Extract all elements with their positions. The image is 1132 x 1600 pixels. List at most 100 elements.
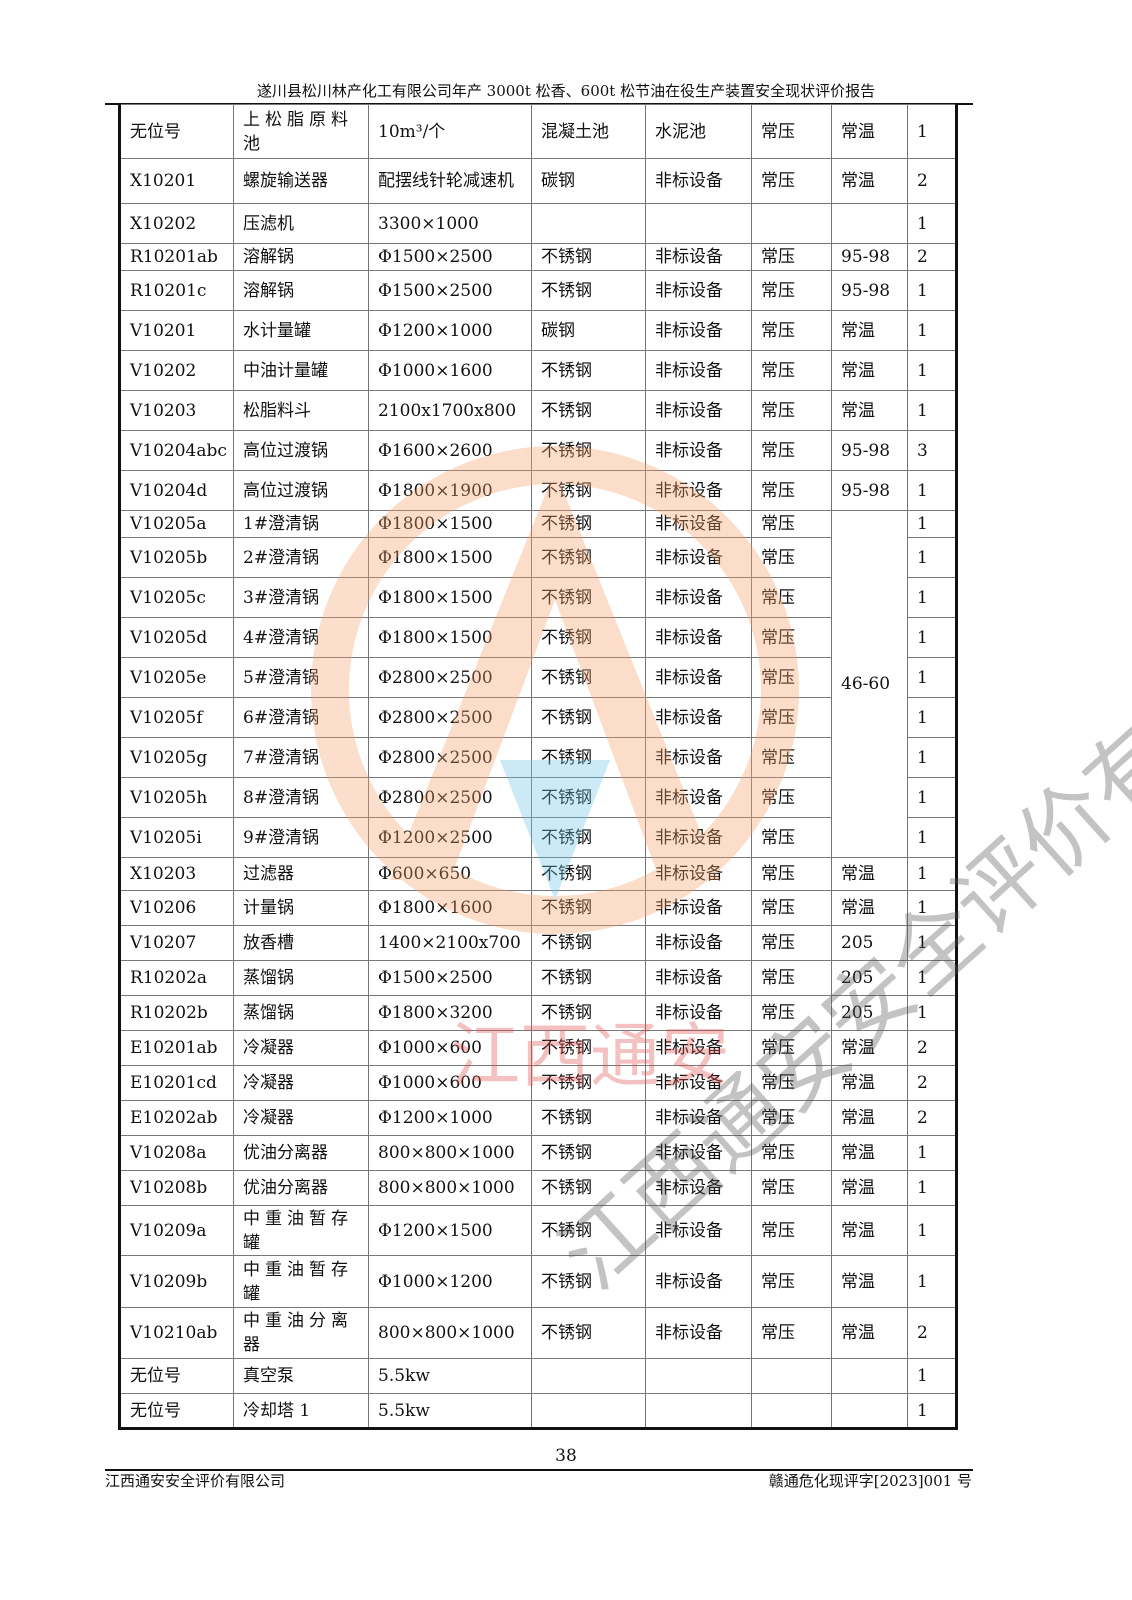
cell-tag: V10209b bbox=[119, 1255, 234, 1308]
cell-pressure: 常压 bbox=[751, 270, 832, 311]
cell-name: 蒸馏锅 bbox=[233, 995, 369, 1031]
cell-quantity: 1 bbox=[907, 737, 957, 778]
cell-temperature: 常温 bbox=[831, 857, 908, 891]
table-row: X10201 螺旋输送器 配摆线针轮减速机 碳钢 非标设备 常压 常温 2 bbox=[119, 158, 957, 204]
table-row: V10209b 中重油暂存罐 Φ1000×1200 不锈钢 非标设备 常压 常温 1 bbox=[119, 1255, 957, 1308]
cell-pressure: 常压 bbox=[751, 310, 832, 351]
cell-type: 非标设备 bbox=[645, 777, 752, 818]
table-row: V10205i 9#澄清锅 Φ1200×2500 不锈钢 非标设备 常压 1 bbox=[119, 817, 957, 858]
cell-quantity: 1 bbox=[907, 960, 957, 996]
cell-name: 高位过渡锅 bbox=[233, 430, 369, 471]
cell-temperature: 常温 bbox=[831, 1100, 908, 1136]
cell-quantity: 1 bbox=[907, 270, 957, 311]
cell-material bbox=[531, 1358, 646, 1394]
cell-spec: Φ1800×1500 bbox=[368, 510, 532, 538]
table-row: R10202b 蒸馏锅 Φ1800×3200 不锈钢 非标设备 常压 205 1 bbox=[119, 995, 957, 1031]
cell-name: 计量锅 bbox=[233, 890, 369, 926]
cell-tag: V10203 bbox=[119, 390, 234, 431]
cell-tag: V10205a bbox=[119, 510, 234, 538]
cell-type: 非标设备 bbox=[645, 1205, 752, 1256]
cell-pressure: 常压 bbox=[751, 1135, 832, 1171]
cell-tag: 无位号 bbox=[119, 1358, 234, 1394]
cell-spec: Φ1800×1500 bbox=[368, 617, 532, 658]
cell-type: 非标设备 bbox=[645, 270, 752, 311]
cell-pressure: 常压 bbox=[751, 697, 832, 738]
cell-tag: V10205i bbox=[119, 817, 234, 858]
cell-name: 6#澄清锅 bbox=[233, 697, 369, 738]
cell-tag: X10203 bbox=[119, 857, 234, 891]
table-row: E10202ab 冷凝器 Φ1200×1000 不锈钢 非标设备 常压 常温 2 bbox=[119, 1100, 957, 1136]
cell-tag: X10202 bbox=[119, 203, 234, 244]
cell-material: 不锈钢 bbox=[531, 777, 646, 818]
cell-temperature: 常温 bbox=[831, 1030, 908, 1066]
cell-material: 不锈钢 bbox=[531, 890, 646, 926]
table-row: V10205e 5#澄清锅 Φ2800×2500 不锈钢 非标设备 常压 1 bbox=[119, 657, 957, 698]
cell-temperature: 205 bbox=[831, 995, 908, 1031]
cell-type: 非标设备 bbox=[645, 537, 752, 578]
cell-pressure: 常压 bbox=[751, 737, 832, 778]
cell-temperature: 常温 bbox=[831, 1205, 908, 1256]
page-number: 38 bbox=[555, 1446, 577, 1466]
equipment-table: 无位号 上松脂原料池 10m³/个 混凝土池 水泥池 常压 常温 1 X10201 螺旋输送器 配摆… bbox=[118, 104, 958, 1430]
cell-pressure bbox=[751, 1358, 832, 1394]
cell-temperature: 46-60 bbox=[831, 510, 908, 858]
cell-material: 不锈钢 bbox=[531, 390, 646, 431]
cell-name: 3#澄清锅 bbox=[233, 577, 369, 618]
cell-type: 非标设备 bbox=[645, 430, 752, 471]
cell-material: 不锈钢 bbox=[531, 350, 646, 391]
table-row: V10208a 优油分离器 800×800×1000 不锈钢 非标设备 常压 常温 1 bbox=[119, 1135, 957, 1171]
cell-spec: Φ1000×600 bbox=[368, 1065, 532, 1101]
cell-quantity: 1 bbox=[907, 1205, 957, 1256]
cell-type: 非标设备 bbox=[645, 697, 752, 738]
table-row: V10208b 优油分离器 800×800×1000 不锈钢 非标设备 常压 常温 1 bbox=[119, 1170, 957, 1206]
cell-quantity: 1 bbox=[907, 857, 957, 891]
cell-type: 非标设备 bbox=[645, 1030, 752, 1066]
cell-type: 非标设备 bbox=[645, 310, 752, 351]
cell-temperature: 常温 bbox=[831, 350, 908, 391]
footer-company: 江西通安安全评价有限公司 bbox=[105, 1472, 286, 1490]
cell-pressure: 常压 bbox=[751, 857, 832, 891]
cell-material: 不锈钢 bbox=[531, 1170, 646, 1206]
cell-quantity: 1 bbox=[907, 657, 957, 698]
cell-type: 非标设备 bbox=[645, 1170, 752, 1206]
cell-spec: Φ1800×1500 bbox=[368, 577, 532, 618]
cell-quantity: 1 bbox=[907, 577, 957, 618]
cell-temperature bbox=[831, 203, 908, 244]
cell-quantity: 1 bbox=[907, 1358, 957, 1394]
cell-material: 不锈钢 bbox=[531, 925, 646, 961]
cell-quantity: 1 bbox=[907, 104, 957, 159]
cell-quantity: 1 bbox=[907, 203, 957, 244]
cell-tag: V10209a bbox=[119, 1205, 234, 1256]
cell-type: 非标设备 bbox=[645, 390, 752, 431]
cell-tag: V10205e bbox=[119, 657, 234, 698]
table-row: 无位号 真空泵 5.5kw 1 bbox=[119, 1358, 957, 1394]
cell-tag: V10208a bbox=[119, 1135, 234, 1171]
cell-quantity: 1 bbox=[907, 310, 957, 351]
cell-spec: Φ1500×2500 bbox=[368, 243, 532, 271]
cell-temperature bbox=[831, 1393, 908, 1429]
cell-tag: E10201cd bbox=[119, 1065, 234, 1101]
cell-quantity: 1 bbox=[907, 510, 957, 538]
cell-tag: R10202a bbox=[119, 960, 234, 996]
table-row: V10209a 中重油暂存罐 Φ1200×1500 不锈钢 非标设备 常压 常温 1 bbox=[119, 1205, 957, 1256]
cell-type: 非标设备 bbox=[645, 510, 752, 538]
cell-material: 不锈钢 bbox=[531, 270, 646, 311]
cell-quantity: 3 bbox=[907, 430, 957, 471]
cell-pressure: 常压 bbox=[751, 995, 832, 1031]
cell-type: 非标设备 bbox=[645, 577, 752, 618]
cell-quantity: 1 bbox=[907, 697, 957, 738]
cell-tag: V10204d bbox=[119, 470, 234, 511]
cell-spec: 800×800×1000 bbox=[368, 1135, 532, 1171]
table-row: R10201ab 溶解锅 Φ1500×2500 不锈钢 非标设备 常压 95-98 2 bbox=[119, 243, 957, 271]
table-row: 无位号 冷却塔 1 5.5kw 1 bbox=[119, 1393, 957, 1429]
cell-material: 不锈钢 bbox=[531, 243, 646, 271]
cell-temperature bbox=[831, 1358, 908, 1394]
cell-tag: V10204abc bbox=[119, 430, 234, 471]
cell-material: 不锈钢 bbox=[531, 470, 646, 511]
cell-tag: R10201c bbox=[119, 270, 234, 311]
cell-name: 5#澄清锅 bbox=[233, 657, 369, 698]
cell-name: 1#澄清锅 bbox=[233, 510, 369, 538]
cell-material: 不锈钢 bbox=[531, 1307, 646, 1359]
cell-material: 不锈钢 bbox=[531, 1205, 646, 1256]
cell-name: 放香槽 bbox=[233, 925, 369, 961]
